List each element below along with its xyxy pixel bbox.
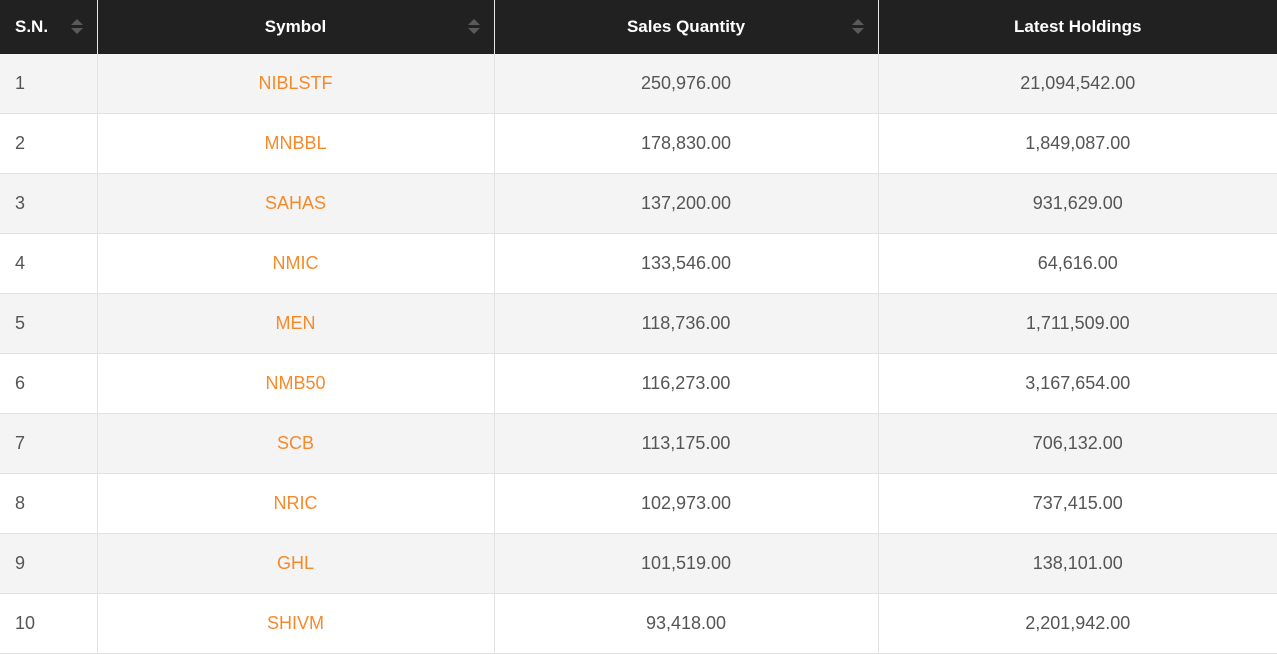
- sn-cell: 9: [0, 533, 98, 594]
- symbol-link[interactable]: SCB: [97, 413, 495, 474]
- sn-cell: 5: [0, 293, 98, 354]
- table-row: 8 NRIC 102,973.00 737,415.00: [0, 473, 1277, 534]
- sn-cell: 7: [0, 413, 98, 474]
- sales-quantity-cell: 101,519.00: [494, 533, 879, 594]
- symbol-link[interactable]: MNBBL: [97, 113, 495, 174]
- symbol-link[interactable]: SAHAS: [97, 173, 495, 234]
- header-label: S.N.: [15, 17, 49, 36]
- symbol-link[interactable]: SHIVM: [97, 593, 495, 654]
- header-label: Symbol: [264, 17, 327, 36]
- sort-icon[interactable]: [467, 19, 480, 35]
- symbol-link[interactable]: GHL: [97, 533, 495, 594]
- latest-holdings-cell: 737,415.00: [878, 473, 1277, 534]
- table-row: 9 GHL 101,519.00 138,101.00: [0, 533, 1277, 594]
- sales-quantity-cell: 133,546.00: [494, 233, 879, 294]
- symbol-link[interactable]: MEN: [97, 293, 495, 354]
- symbol-link[interactable]: NMIC: [97, 233, 495, 294]
- sn-cell: 2: [0, 113, 98, 174]
- sales-quantity-cell: 113,175.00: [494, 413, 879, 474]
- header-latest-holdings: Latest Holdings: [878, 0, 1277, 54]
- header-label: Sales Quantity: [626, 17, 746, 36]
- symbol-link[interactable]: NMB50: [97, 353, 495, 414]
- sn-cell: 8: [0, 473, 98, 534]
- latest-holdings-cell: 138,101.00: [878, 533, 1277, 594]
- table-header-row: S.N. Symbol Sales Quantity Latest Holdin…: [0, 0, 1277, 54]
- latest-holdings-cell: 1,849,087.00: [878, 113, 1277, 174]
- table-row: 4 NMIC 133,546.00 64,616.00: [0, 233, 1277, 294]
- table-row: 2 MNBBL 178,830.00 1,849,087.00: [0, 113, 1277, 174]
- latest-holdings-cell: 1,711,509.00: [878, 293, 1277, 354]
- sort-icon[interactable]: [70, 19, 83, 35]
- table-row: 1 NIBLSTF 250,976.00 21,094,542.00: [0, 54, 1277, 114]
- header-symbol[interactable]: Symbol: [97, 0, 495, 54]
- latest-holdings-cell: 706,132.00: [878, 413, 1277, 474]
- sn-cell: 10: [0, 593, 98, 654]
- latest-holdings-cell: 931,629.00: [878, 173, 1277, 234]
- sn-cell: 1: [0, 54, 98, 114]
- sales-quantity-cell: 137,200.00: [494, 173, 879, 234]
- table-row: 6 NMB50 116,273.00 3,167,654.00: [0, 353, 1277, 414]
- sales-quantity-cell: 93,418.00: [494, 593, 879, 654]
- sales-quantity-cell: 102,973.00: [494, 473, 879, 534]
- latest-holdings-cell: 21,094,542.00: [878, 54, 1277, 114]
- table-row: 5 MEN 118,736.00 1,711,509.00: [0, 293, 1277, 354]
- sn-cell: 3: [0, 173, 98, 234]
- header-sn[interactable]: S.N.: [0, 0, 98, 54]
- latest-holdings-cell: 64,616.00: [878, 233, 1277, 294]
- sn-cell: 4: [0, 233, 98, 294]
- symbol-link[interactable]: NRIC: [97, 473, 495, 534]
- latest-holdings-cell: 2,201,942.00: [878, 593, 1277, 654]
- table-row: 7 SCB 113,175.00 706,132.00: [0, 413, 1277, 474]
- sales-quantity-cell: 250,976.00: [494, 54, 879, 114]
- sales-quantity-cell: 116,273.00: [494, 353, 879, 414]
- sales-quantity-cell: 178,830.00: [494, 113, 879, 174]
- header-label: Latest Holdings: [1013, 17, 1142, 36]
- sn-cell: 6: [0, 353, 98, 414]
- table-row: 10 SHIVM 93,418.00 2,201,942.00: [0, 593, 1277, 654]
- sales-quantity-cell: 118,736.00: [494, 293, 879, 354]
- table-row: 3 SAHAS 137,200.00 931,629.00: [0, 173, 1277, 234]
- symbol-link[interactable]: NIBLSTF: [97, 54, 495, 114]
- sort-icon[interactable]: [851, 19, 864, 35]
- header-sales-quantity[interactable]: Sales Quantity: [494, 0, 879, 54]
- latest-holdings-cell: 3,167,654.00: [878, 353, 1277, 414]
